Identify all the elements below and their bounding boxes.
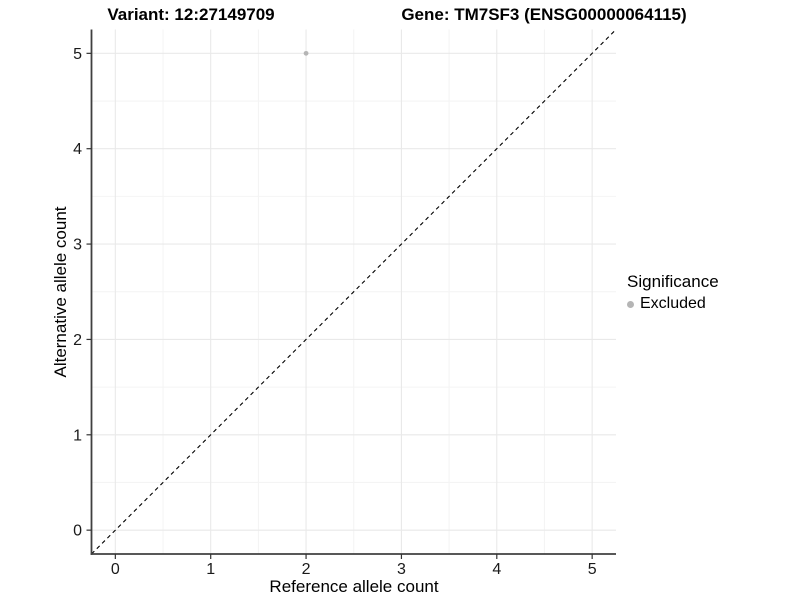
y-axis-title: Alternative allele count bbox=[51, 206, 70, 378]
plot-title-gene: Gene: TM7SF3 (ENSG00000064115) bbox=[401, 5, 687, 24]
legend: Significance Excluded bbox=[627, 272, 719, 313]
x-tick-labels: 0 1 2 3 4 5 bbox=[111, 561, 597, 578]
x-tick-label: 1 bbox=[206, 561, 215, 578]
legend-point-icon bbox=[627, 300, 634, 308]
axis-lines bbox=[90, 29, 616, 555]
x-tick-label: 3 bbox=[397, 561, 406, 578]
x-tick-label: 0 bbox=[111, 561, 120, 578]
y-tick-label: 1 bbox=[73, 427, 82, 444]
x-tick-label: 2 bbox=[302, 561, 311, 578]
x-axis-title: Reference allele count bbox=[269, 577, 439, 596]
x-tick-label: 4 bbox=[492, 561, 501, 578]
plot-title-variant: Variant: 12:27149709 bbox=[107, 5, 275, 24]
y-tick-label: 0 bbox=[73, 523, 82, 540]
y-tick-label: 3 bbox=[73, 237, 82, 254]
grid-major bbox=[91, 29, 616, 554]
tick-marks bbox=[86, 52, 593, 559]
y-tick-label: 2 bbox=[73, 332, 82, 349]
x-tick-label: 5 bbox=[588, 561, 597, 578]
legend-entry-excluded: Excluded bbox=[627, 295, 719, 313]
y-tick-label: 4 bbox=[73, 141, 82, 158]
identity-line bbox=[91, 29, 617, 555]
legend-title: Significance bbox=[627, 272, 719, 291]
data-point bbox=[303, 50, 309, 56]
y-tick-labels: 0 1 2 3 4 5 bbox=[73, 46, 82, 540]
data-points bbox=[303, 50, 309, 56]
y-tick-label: 5 bbox=[73, 46, 82, 63]
grid-minor bbox=[91, 29, 616, 554]
legend-entry-label: Excluded bbox=[640, 295, 706, 312]
